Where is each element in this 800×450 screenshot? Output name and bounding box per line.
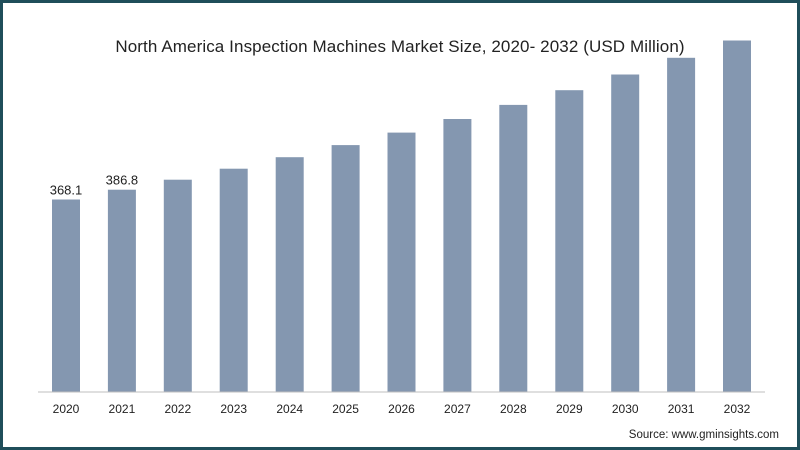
data-label-2021: 386.8 (106, 173, 139, 188)
bar-2030 (611, 74, 640, 392)
x-tick-label-2021: 2021 (109, 402, 136, 416)
bar-2032 (723, 40, 751, 392)
bar-2024 (275, 157, 304, 392)
bar-2026 (387, 132, 416, 392)
x-tick-label-2024: 2024 (276, 402, 303, 416)
x-tick-label-2032: 2032 (724, 402, 751, 416)
bar-2023 (219, 168, 248, 392)
bar-2031 (667, 57, 696, 393)
bar-2020 (52, 199, 80, 392)
chart-title: North America Inspection Machines Market… (115, 37, 685, 56)
x-tick-label-2028: 2028 (500, 402, 527, 416)
x-tick-label-2031: 2031 (668, 402, 695, 416)
bar-2021 (107, 189, 136, 392)
x-tick-label-2023: 2023 (220, 402, 247, 416)
x-tick-label-2026: 2026 (388, 402, 415, 416)
x-tick-label-2020: 2020 (53, 402, 80, 416)
x-tick-label-2027: 2027 (444, 402, 471, 416)
labels-layer: 2020 368.1 2021 386.8 2022 2023 2024 2025 2026 20… (50, 173, 751, 416)
bar-2028 (499, 104, 528, 393)
source-note: Source: www.gminsights.com (628, 429, 779, 441)
bar-chart: 2020 368.1 2021 386.8 2022 2023 2024 2025 2026 20… (38, 40, 765, 416)
bars-layer (52, 40, 751, 393)
x-tick-label-2030: 2030 (612, 402, 639, 416)
x-tick-label-2029: 2029 (556, 402, 583, 416)
bar-2022 (163, 179, 192, 392)
x-tick-label-2022: 2022 (164, 402, 191, 416)
bar-2029 (555, 90, 584, 392)
data-label-2020: 368.1 (50, 183, 83, 198)
x-tick-label-2025: 2025 (332, 402, 359, 416)
bar-2027 (443, 119, 472, 392)
bar-2025 (331, 145, 360, 392)
